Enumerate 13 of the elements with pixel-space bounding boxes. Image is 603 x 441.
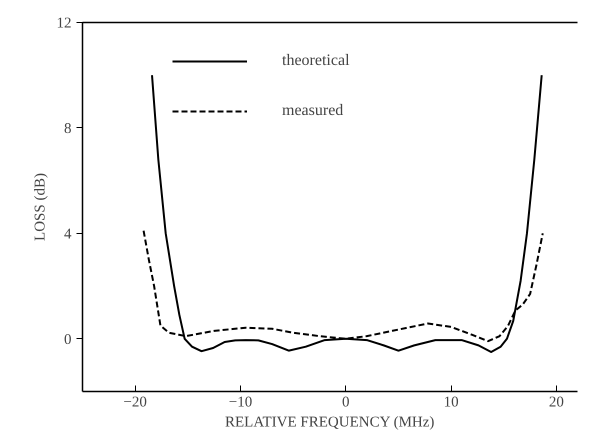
y-tick-label: 8 [64,120,72,137]
legend-label: measured [282,102,344,120]
x-tick-label: −10 [228,394,252,410]
y-tick-label: 0 [64,332,72,348]
x-tick-label: 0 [342,394,350,410]
legend-label: theoretical [282,52,350,70]
x-tick-label: 10 [444,394,459,410]
x-tick-label: 20 [548,394,564,410]
x-axis-title: RELATIVE FREQUENCY (MHz) [225,414,434,430]
y-tick-label: 12 [56,16,72,32]
y-tick-label: 4 [64,226,72,242]
x-tick-label: −20 [123,394,147,410]
y-axis-title: LOSS (dB) [32,173,48,241]
